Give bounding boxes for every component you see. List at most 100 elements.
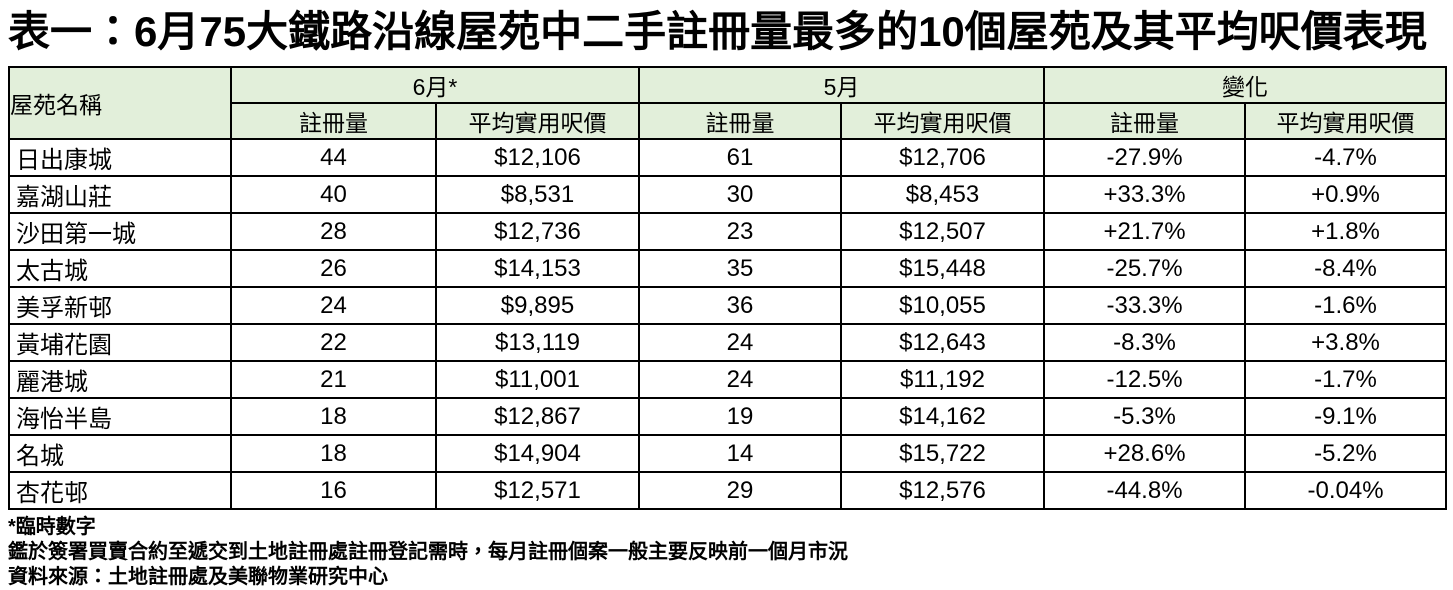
may-registrations-cell: 29 (638, 471, 842, 510)
table-row: 黃埔花園 22 $13,119 24 $12,643 -8.3% +3.8% (8, 323, 1448, 362)
jun-registrations-cell: 16 (230, 471, 437, 510)
change-registrations-cell: -12.5% (1043, 360, 1247, 399)
table-row: 杏花邨 16 $12,571 29 $12,576 -44.8% -0.04% (8, 471, 1448, 510)
footnotes: *臨時數字 鑑於簽署買賣合約至遞交到土地註冊處註冊登記需時，每月註冊個案一般主要… (8, 515, 1445, 590)
change-registrations-cell: -33.3% (1043, 286, 1247, 325)
change-registrations-cell: -5.3% (1043, 397, 1247, 436)
may-avg-price-cell: $10,055 (839, 286, 1046, 325)
jun-avg-price-cell: $11,001 (435, 360, 640, 399)
change-avg-price-cell: -1.7% (1244, 360, 1448, 399)
subheader-jun-registrations: 註冊量 (230, 102, 437, 140)
change-avg-price-cell: +3.8% (1244, 323, 1448, 362)
group-header-may: 5月 (637, 66, 1046, 104)
subheader-may-registrations: 註冊量 (638, 102, 842, 140)
jun-avg-price-cell: $12,736 (435, 212, 640, 251)
estate-name-cell: 嘉湖山莊 (8, 175, 232, 214)
estate-name-cell: 海怡半島 (8, 397, 232, 436)
footnote-timing-note: 鑑於簽署買賣合約至遞交到土地註冊處註冊登記需時，每月註冊個案一般主要反映前一個月… (8, 541, 848, 563)
change-avg-price-cell: -9.1% (1244, 397, 1448, 436)
group-header-row: 屋苑名稱 6月* 5月 變化 (8, 66, 1448, 140)
jun-avg-price-cell: $12,571 (435, 471, 640, 510)
change-avg-price-cell: -5.2% (1244, 434, 1448, 473)
jun-avg-price-cell: $13,119 (435, 323, 640, 362)
jun-avg-price-cell: $9,895 (435, 286, 640, 325)
jun-avg-price-cell: $14,153 (435, 249, 640, 288)
may-avg-price-cell: $15,448 (839, 249, 1046, 288)
may-registrations-cell: 23 (638, 212, 842, 251)
table-row: 嘉湖山莊 40 $8,531 30 $8,453 +33.3% +0.9% (8, 175, 1448, 214)
may-avg-price-cell: $12,576 (839, 471, 1046, 510)
jun-avg-price-cell: $8,531 (435, 175, 640, 214)
estates-table: 屋苑名稱 6月* 5月 變化 註冊量 平均實用呎價 註冊量 平均實用呎價 註冊量… (8, 66, 1448, 510)
subheader-may-avg-price: 平均實用呎價 (839, 102, 1046, 140)
jun-avg-price-cell: $12,867 (435, 397, 640, 436)
table-row: 名城 18 $14,904 14 $15,722 +28.6% -5.2% (8, 434, 1448, 473)
change-avg-price-cell: +0.9% (1244, 175, 1448, 214)
may-registrations-cell: 35 (638, 249, 842, 288)
change-registrations-cell: -27.9% (1043, 138, 1247, 177)
table-header: 屋苑名稱 6月* 5月 變化 註冊量 平均實用呎價 註冊量 平均實用呎價 註冊量… (8, 66, 1448, 140)
may-avg-price-cell: $12,507 (839, 212, 1046, 251)
may-avg-price-cell: $14,162 (839, 397, 1046, 436)
estate-name-cell: 沙田第一城 (8, 212, 232, 251)
change-avg-price-cell: -8.4% (1244, 249, 1448, 288)
jun-registrations-cell: 22 (230, 323, 437, 362)
jun-registrations-cell: 24 (230, 286, 437, 325)
column-header-estate-name: 屋苑名稱 (8, 66, 232, 140)
may-registrations-cell: 36 (638, 286, 842, 325)
subheader-jun-avg-price: 平均實用呎價 (435, 102, 640, 140)
change-registrations-cell: +28.6% (1043, 434, 1247, 473)
table-row: 麗港城 21 $11,001 24 $11,192 -12.5% -1.7% (8, 360, 1448, 399)
jun-registrations-cell: 40 (230, 175, 437, 214)
change-avg-price-cell: -0.04% (1244, 471, 1448, 510)
jun-registrations-cell: 28 (230, 212, 437, 251)
table-body: 日出康城 44 $12,106 61 $12,706 -27.9% -4.7% … (8, 138, 1448, 510)
jun-registrations-cell: 44 (230, 138, 437, 177)
jun-registrations-cell: 21 (230, 360, 437, 399)
group-header-change: 變化 (1043, 66, 1448, 104)
estate-name-cell: 名城 (8, 434, 232, 473)
estate-name-cell: 日出康城 (8, 138, 232, 177)
sub-header-row: 註冊量 平均實用呎價 註冊量 平均實用呎價 註冊量 平均實用呎價 (9, 102, 1448, 140)
change-registrations-cell: +33.3% (1043, 175, 1247, 214)
table-row: 太古城 26 $14,153 35 $15,448 -25.7% -8.4% (8, 249, 1448, 288)
may-avg-price-cell: $11,192 (839, 360, 1046, 399)
change-avg-price-cell: +1.8% (1244, 212, 1448, 251)
subheader-change-avg-price: 平均實用呎價 (1244, 102, 1448, 140)
may-avg-price-cell: $8,453 (839, 175, 1046, 214)
change-avg-price-cell: -1.6% (1244, 286, 1448, 325)
change-registrations-cell: -25.7% (1043, 249, 1247, 288)
subheader-change-registrations: 註冊量 (1043, 102, 1247, 140)
may-registrations-cell: 14 (638, 434, 842, 473)
may-registrations-cell: 24 (638, 323, 842, 362)
may-avg-price-cell: $15,722 (839, 434, 1046, 473)
may-registrations-cell: 24 (638, 360, 842, 399)
table-row: 海怡半島 18 $12,867 19 $14,162 -5.3% -9.1% (8, 397, 1448, 436)
jun-avg-price-cell: $12,106 (435, 138, 640, 177)
page-title: 表一：6月75大鐵路沿線屋苑中二手註冊量最多的10個屋苑及其平均呎價表現 (8, 8, 1427, 55)
change-registrations-cell: +21.7% (1043, 212, 1247, 251)
change-avg-price-cell: -4.7% (1244, 138, 1448, 177)
footnote-source: 資料來源：土地註冊處及美聯物業研究中心 (8, 566, 388, 588)
estate-name-cell: 麗港城 (8, 360, 232, 399)
may-avg-price-cell: $12,643 (839, 323, 1046, 362)
footnote-provisional: *臨時數字 (8, 516, 96, 538)
jun-avg-price-cell: $14,904 (435, 434, 640, 473)
estate-name-cell: 美孚新邨 (8, 286, 232, 325)
estate-name-cell: 杏花邨 (8, 471, 232, 510)
change-registrations-cell: -44.8% (1043, 471, 1247, 510)
estate-name-cell: 黃埔花園 (8, 323, 232, 362)
may-registrations-cell: 61 (638, 138, 842, 177)
jun-registrations-cell: 18 (230, 397, 437, 436)
may-avg-price-cell: $12,706 (839, 138, 1046, 177)
may-registrations-cell: 19 (638, 397, 842, 436)
estate-name-cell: 太古城 (8, 249, 232, 288)
table-row: 日出康城 44 $12,106 61 $12,706 -27.9% -4.7% (8, 138, 1448, 177)
change-registrations-cell: -8.3% (1043, 323, 1247, 362)
table-row: 美孚新邨 24 $9,895 36 $10,055 -33.3% -1.6% (8, 286, 1448, 325)
group-header-june: 6月* (230, 66, 640, 104)
table-row: 沙田第一城 28 $12,736 23 $12,507 +21.7% +1.8% (8, 212, 1448, 251)
may-registrations-cell: 30 (638, 175, 842, 214)
jun-registrations-cell: 26 (230, 249, 437, 288)
jun-registrations-cell: 18 (230, 434, 437, 473)
